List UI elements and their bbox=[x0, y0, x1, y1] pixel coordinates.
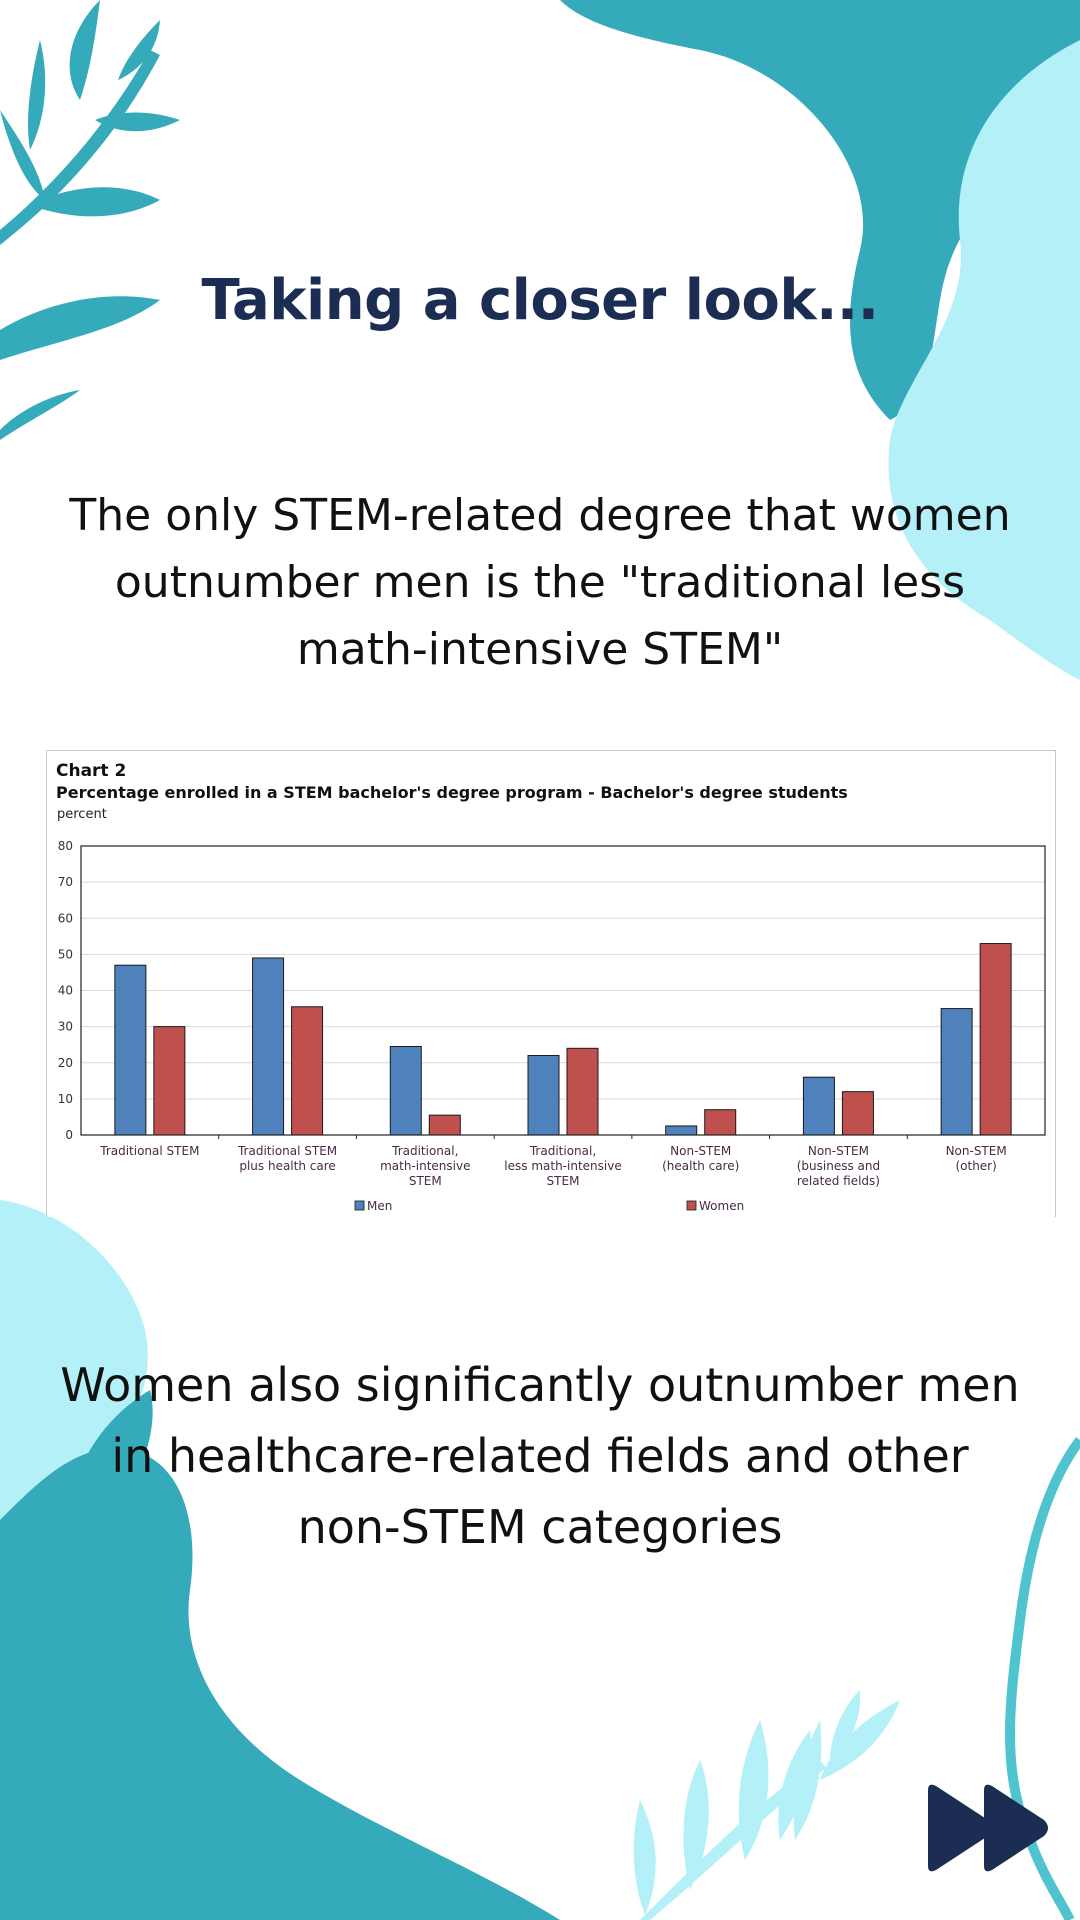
bar-women bbox=[841, 1091, 874, 1136]
y-tick-label: 70 bbox=[58, 875, 73, 889]
bar-chart: Chart 2 Percentage enrolled in a STEM ba… bbox=[56, 761, 1046, 1213]
bar-women bbox=[153, 1026, 186, 1136]
y-tick-label: 30 bbox=[58, 1020, 73, 1034]
bar-men bbox=[940, 1008, 973, 1136]
y-tick-label: 0 bbox=[65, 1128, 73, 1142]
y-tick-label: 10 bbox=[58, 1092, 73, 1106]
x-tick-label: Traditional, bbox=[391, 1144, 458, 1158]
y-tick-label: 50 bbox=[58, 947, 73, 961]
top-right-light-blob bbox=[888, 40, 1080, 680]
bar-men bbox=[114, 964, 147, 1136]
x-tick-label: Traditional, bbox=[529, 1144, 596, 1158]
page-title: Taking a closer look... bbox=[201, 268, 879, 333]
x-tick-label: STEM bbox=[409, 1174, 442, 1188]
top-left-leaf-icon bbox=[0, 0, 180, 440]
legend-label-men: Men bbox=[367, 1199, 392, 1213]
bars bbox=[114, 943, 1012, 1136]
x-tick-label: less math-intensive bbox=[504, 1159, 621, 1173]
fast-forward-icon[interactable] bbox=[922, 1778, 1058, 1878]
y-tick-label: 80 bbox=[58, 839, 73, 853]
intro-paragraph: The only STEM-related degree that women … bbox=[69, 490, 1011, 675]
x-tick-label: related fields) bbox=[797, 1174, 880, 1188]
x-tick-label: (other) bbox=[955, 1159, 996, 1173]
legend: Men Women bbox=[354, 1199, 744, 1213]
chart-title: Percentage enrolled in a STEM bachelor's… bbox=[56, 783, 848, 802]
x-tick-label: Non-STEM bbox=[670, 1144, 731, 1158]
x-tick-label: Traditional STEM bbox=[99, 1144, 199, 1158]
bottom-left-teal-blob-2 bbox=[60, 1390, 153, 1700]
x-tick-label: plus health care bbox=[239, 1159, 335, 1173]
legend-swatch-women bbox=[686, 1200, 697, 1211]
closing-paragraph: Women also significantly outnumber men i… bbox=[60, 1358, 1020, 1554]
bar-men bbox=[665, 1125, 698, 1136]
y-axis-label: percent bbox=[57, 807, 107, 822]
y-tick-labels: 0 10 20 30 40 50 60 70 80 bbox=[58, 839, 73, 1142]
x-tick-label: STEM bbox=[547, 1174, 580, 1188]
top-right-teal-blob bbox=[560, 0, 1080, 420]
x-tick-label: Traditional STEM bbox=[237, 1144, 337, 1158]
bar-women bbox=[566, 1047, 599, 1136]
chart-card: Chart 2 Percentage enrolled in a STEM ba… bbox=[46, 750, 1056, 1217]
bottom-left-teal-blob bbox=[0, 1448, 560, 1920]
bottom-right-curve-line bbox=[1005, 1437, 1080, 1920]
legend-swatch-men bbox=[354, 1200, 365, 1211]
x-tick-label: (business and bbox=[797, 1159, 880, 1173]
bar-men bbox=[527, 1055, 560, 1136]
bar-men bbox=[802, 1076, 835, 1136]
y-tick-label: 60 bbox=[58, 911, 73, 925]
bottom-right-leaf-icon bbox=[633, 1690, 900, 1920]
x-tick-label: Non-STEM bbox=[808, 1144, 869, 1158]
bar-men bbox=[389, 1045, 422, 1136]
chart-heading: Chart 2 bbox=[56, 761, 126, 781]
x-tick-label: math-intensive bbox=[380, 1159, 470, 1173]
x-tick-label: (health care) bbox=[662, 1159, 739, 1173]
bar-women bbox=[704, 1109, 737, 1136]
bar-men bbox=[252, 957, 285, 1136]
y-tick-label: 40 bbox=[58, 984, 73, 998]
grid-lines bbox=[81, 881, 1045, 1139]
legend-label-women: Women bbox=[699, 1199, 744, 1213]
plot-frame bbox=[80, 845, 1046, 1136]
bar-women bbox=[979, 943, 1012, 1136]
y-tick-label: 20 bbox=[58, 1056, 73, 1070]
bar-women bbox=[291, 1006, 324, 1136]
bar-women bbox=[428, 1114, 461, 1136]
x-tick-label: Non-STEM bbox=[946, 1144, 1007, 1158]
